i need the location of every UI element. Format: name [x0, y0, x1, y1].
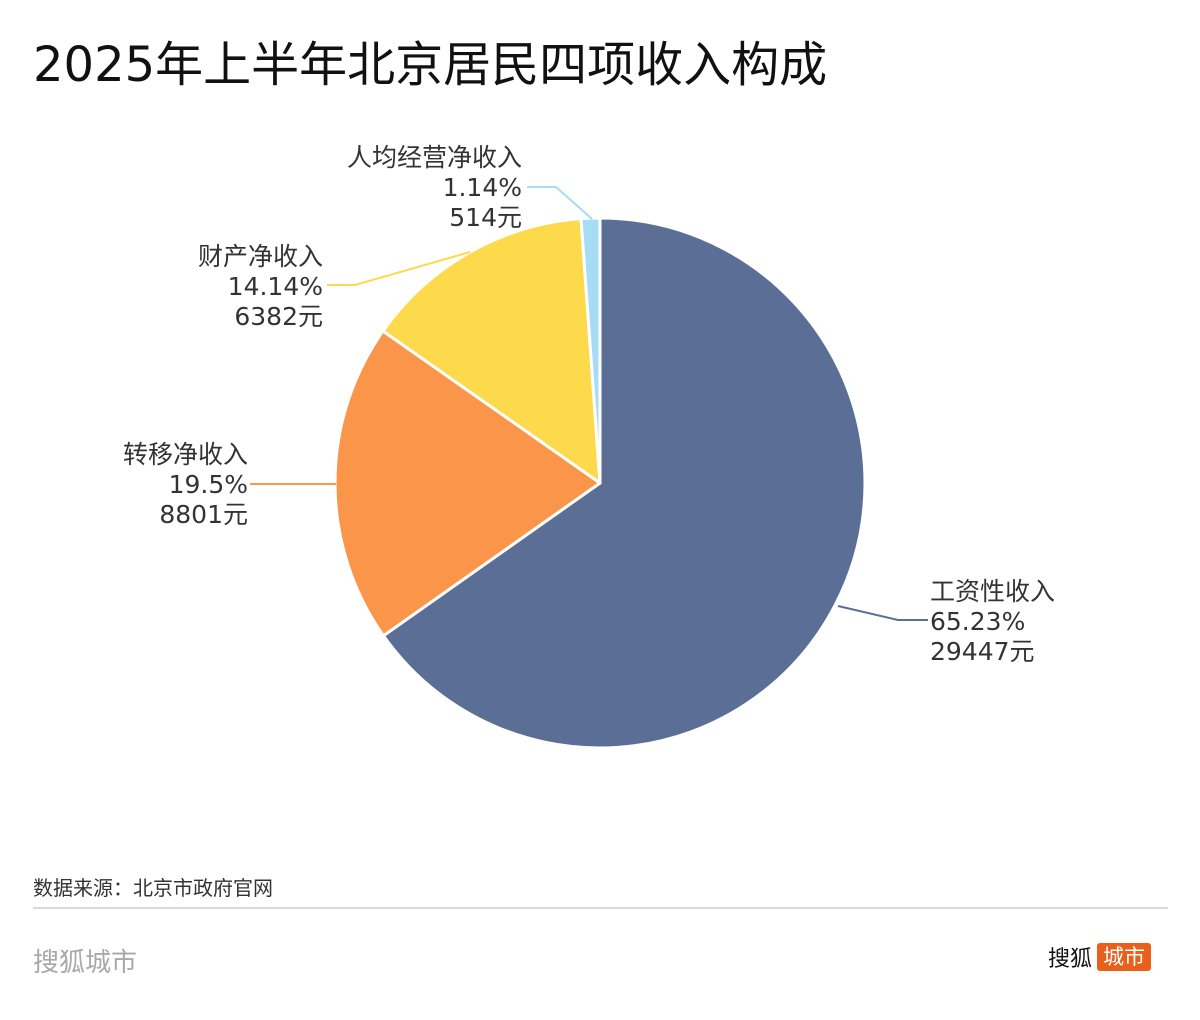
- chart-title: 2025年上半年北京居民四项收入构成: [33, 37, 828, 93]
- pie-slice-wage: [381, 216, 867, 750]
- data-source: 数据来源：北京市政府官网: [33, 876, 273, 900]
- label-business-name: 人均经营净收入: [346, 143, 522, 172]
- divider: [33, 907, 1168, 909]
- label-transfer-amount: 8801元: [159, 500, 248, 529]
- label-business-amount: 514元: [449, 203, 522, 232]
- label-transfer-name: 转移净收入: [122, 440, 248, 469]
- label-property-pct: 14.14%: [227, 272, 323, 301]
- label-transfer: 转移净收入 19.5% 8801元: [123, 440, 248, 530]
- label-property: 财产净收入 14.14% 6382元: [198, 242, 323, 332]
- leader-line-property: [327, 251, 471, 286]
- pie-chart: [250, 186, 928, 750]
- label-property-amount: 6382元: [234, 302, 323, 331]
- label-business: 人均经营净收入 1.14% 514元: [347, 143, 522, 233]
- brand-text: 搜狐城市: [33, 948, 138, 978]
- label-property-name: 财产净收入: [197, 242, 323, 271]
- brand-logo-text: 搜狐: [1048, 947, 1093, 972]
- label-wage: 工资性收入 65.23% 29447元: [930, 577, 1055, 667]
- leader-line-wage: [837, 605, 928, 621]
- label-transfer-pct: 19.5%: [168, 470, 248, 499]
- leader-lines: [250, 186, 928, 621]
- brand-logo: 搜狐 城市: [1048, 941, 1152, 973]
- pie-slices: [333, 216, 867, 750]
- leader-line-business: [527, 186, 593, 220]
- label-wage-pct: 65.23%: [930, 607, 1026, 636]
- label-wage-name: 工资性收入: [930, 577, 1056, 606]
- brand-logo-badge: 城市: [1097, 943, 1152, 971]
- label-wage-amount: 29447元: [930, 637, 1035, 666]
- label-business-pct: 1.14%: [442, 173, 522, 202]
